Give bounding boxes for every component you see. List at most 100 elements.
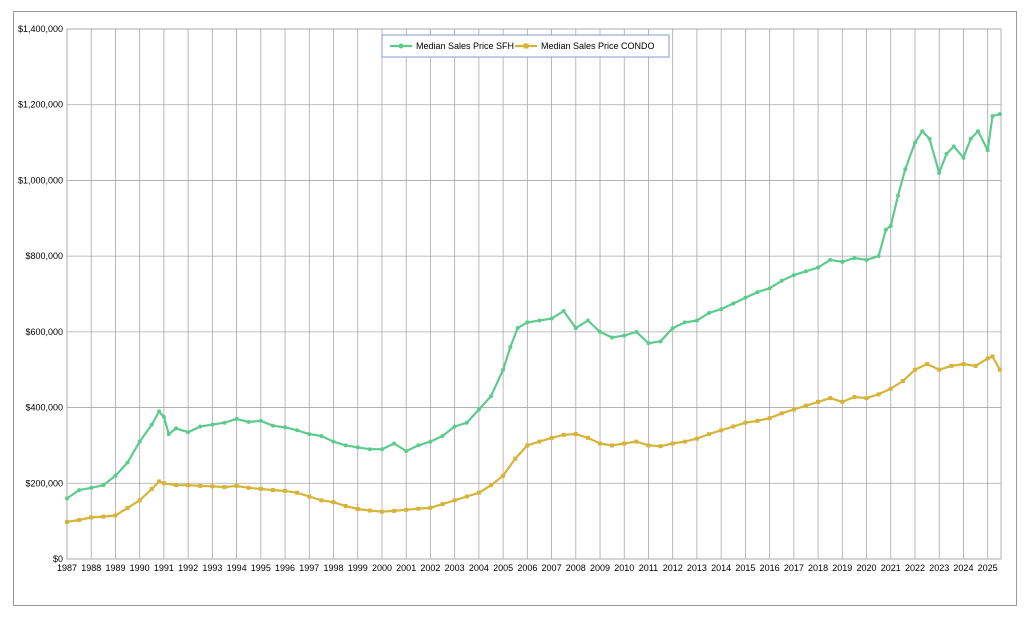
data-point <box>973 363 978 368</box>
x-tick-label: 2003 <box>445 563 465 573</box>
data-point <box>888 386 893 391</box>
data-point <box>404 507 409 512</box>
data-point <box>137 439 142 444</box>
data-point <box>694 436 699 441</box>
data-point <box>331 500 336 505</box>
data-point <box>731 301 736 306</box>
data-point <box>416 443 421 448</box>
data-point <box>440 433 445 438</box>
data-point <box>166 432 171 437</box>
data-point <box>610 335 615 340</box>
x-tick-label: 2013 <box>687 563 707 573</box>
x-tick-label: 2022 <box>905 563 925 573</box>
data-point <box>464 420 469 425</box>
data-point <box>283 488 288 493</box>
data-point <box>464 494 469 499</box>
data-point <box>307 432 312 437</box>
data-point <box>883 227 888 232</box>
data-point <box>985 148 990 153</box>
data-point <box>803 269 808 274</box>
x-tick-label: 1989 <box>105 563 125 573</box>
data-point <box>174 483 179 488</box>
data-point <box>476 407 481 412</box>
data-point <box>598 329 603 334</box>
data-point <box>876 392 881 397</box>
data-point <box>234 416 239 421</box>
data-point <box>77 518 82 523</box>
data-point <box>816 265 821 270</box>
data-point <box>975 129 980 134</box>
data-point <box>888 223 893 228</box>
data-point <box>951 144 956 149</box>
data-point <box>379 509 384 514</box>
data-point <box>513 456 518 461</box>
data-point <box>476 490 481 495</box>
x-tick-label: 2007 <box>542 563 562 573</box>
data-point <box>803 403 808 408</box>
y-tick-label: $0 <box>53 554 63 564</box>
x-tick-label: 2025 <box>978 563 998 573</box>
x-tick-label: 2015 <box>735 563 755 573</box>
data-point <box>658 339 663 344</box>
x-tick-label: 2014 <box>711 563 731 573</box>
data-point <box>157 479 162 484</box>
series-line-sfh <box>66 113 1001 500</box>
data-point <box>912 140 917 145</box>
data-point <box>927 136 932 141</box>
data-point <box>416 506 421 511</box>
x-tick-label: 1990 <box>130 563 150 573</box>
data-point <box>89 485 94 490</box>
data-point <box>925 362 930 367</box>
data-point <box>682 320 687 325</box>
data-point <box>634 439 639 444</box>
x-tick-label: 2002 <box>420 563 440 573</box>
data-point <box>997 112 1002 117</box>
data-point <box>585 435 590 440</box>
data-point <box>896 193 901 198</box>
data-point <box>77 488 82 493</box>
data-point <box>755 418 760 423</box>
data-point <box>997 367 1002 372</box>
data-point <box>258 486 263 491</box>
x-tick-label: 1996 <box>275 563 295 573</box>
y-tick-label: $400,000 <box>25 403 63 413</box>
x-tick-label: 2011 <box>639 563 658 573</box>
data-point <box>125 505 130 510</box>
x-tick-label: 2006 <box>517 563 537 573</box>
data-point <box>816 399 821 404</box>
x-tick-label: 1994 <box>227 563 247 573</box>
data-point <box>161 415 166 420</box>
data-point <box>549 316 554 321</box>
data-point <box>379 447 384 452</box>
data-point <box>331 439 336 444</box>
data-point <box>791 407 796 412</box>
x-tick-label: 1999 <box>348 563 368 573</box>
data-point <box>161 481 166 486</box>
data-point <box>949 363 954 368</box>
data-point <box>990 114 995 119</box>
x-tick-label: 1998 <box>323 563 343 573</box>
x-tick-label: 1988 <box>81 563 101 573</box>
y-tick-label: $200,000 <box>25 478 63 488</box>
chart-frame: $0 $200,000 $400,000 $600,000 $800,000 $1,000… <box>13 11 1017 606</box>
x-tick-label: 2005 <box>493 563 513 573</box>
x-tick-label: 2009 <box>590 563 610 573</box>
data-point <box>428 505 433 510</box>
data-point <box>246 419 251 424</box>
data-point <box>65 519 69 524</box>
data-point <box>186 483 191 488</box>
data-point <box>343 504 348 508</box>
data-point <box>210 484 215 489</box>
data-point <box>961 362 966 367</box>
data-point <box>355 507 360 512</box>
data-point <box>864 396 869 401</box>
data-point <box>367 447 372 452</box>
legend-marker <box>523 43 529 49</box>
data-point <box>525 443 530 448</box>
data-point <box>779 278 784 283</box>
data-point <box>682 439 687 444</box>
data-point <box>968 136 973 141</box>
data-point <box>537 318 542 323</box>
data-point <box>920 129 925 134</box>
data-point <box>113 513 118 518</box>
